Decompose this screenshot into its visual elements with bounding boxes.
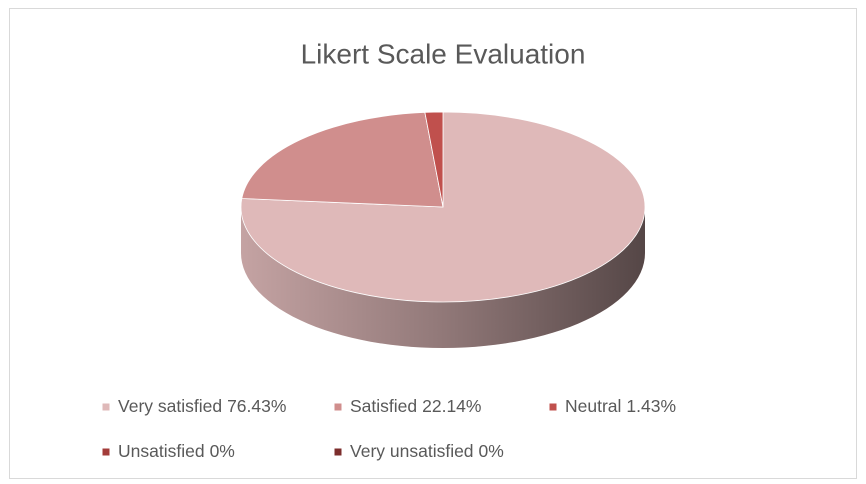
legend-label: Satisfied 22.14% (350, 396, 481, 416)
legend-category: Satisfied (350, 396, 417, 416)
legend-label: Very satisfied 76.43% (118, 396, 286, 416)
legend-value: 0% (210, 441, 235, 461)
pie-slice (241, 111, 444, 208)
legend-category: Very satisfied (118, 396, 222, 416)
legend-label: Neutral 1.43% (565, 396, 676, 416)
legend-value: 1.43% (626, 396, 676, 416)
chart-title: Likert Scale Evaluation (301, 38, 586, 69)
legend: Very satisfied 76.43% Satisfied 22.14% Neutr… (102, 396, 676, 461)
legend-marker (102, 403, 110, 411)
legend-marker (334, 403, 342, 411)
legend-label: Very unsatisfied 0% (350, 441, 504, 461)
pie (240, 111, 646, 348)
legend-marker (102, 448, 110, 456)
legend-value: 22.14% (422, 396, 481, 416)
legend-category: Neutral (565, 396, 621, 416)
legend-value: 0% (479, 441, 504, 461)
legend-marker (334, 448, 342, 456)
legend-label: Unsatisfied 0% (118, 441, 235, 461)
legend-value: 76.43% (227, 396, 286, 416)
legend-category: Unsatisfied (118, 441, 205, 461)
legend-category: Very unsatisfied (350, 441, 474, 461)
legend-marker (549, 403, 557, 411)
pie-side-shade (241, 207, 645, 348)
pie-slice (424, 111, 444, 208)
